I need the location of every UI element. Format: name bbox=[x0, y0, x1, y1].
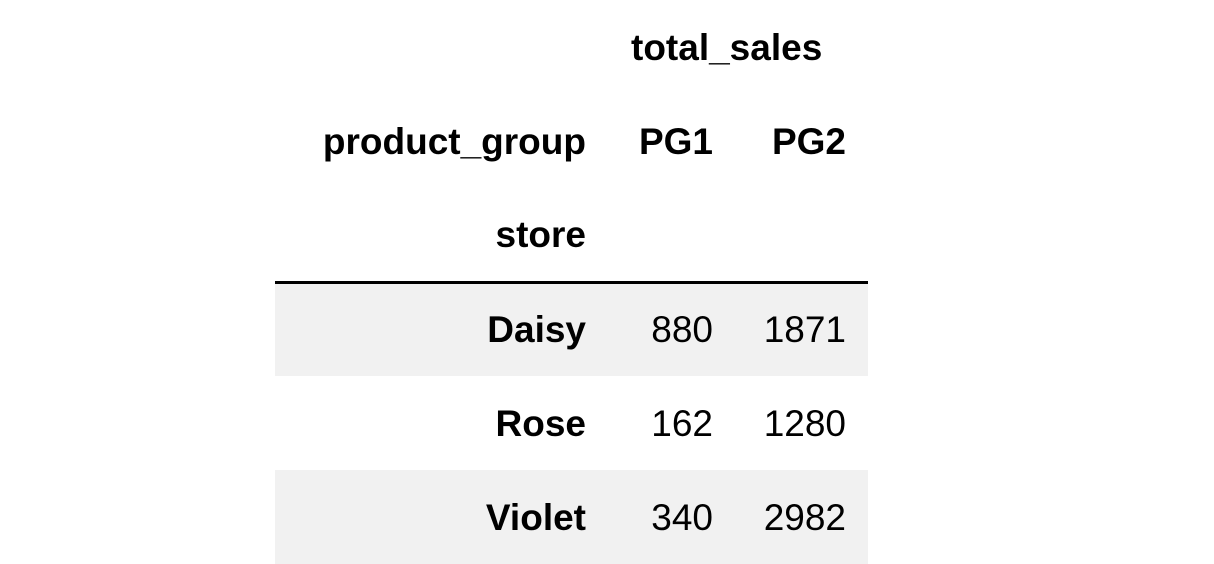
column-header-pg1: PG1 bbox=[638, 120, 713, 162]
table-row: Rose 162 1280 bbox=[275, 376, 868, 470]
table-header: total_sales product_group PG1 PG2 store bbox=[275, 0, 868, 284]
header-row-column-group: total_sales bbox=[275, 0, 868, 94]
row-label: Rose bbox=[275, 376, 588, 470]
table-cell: 1871 bbox=[713, 282, 868, 376]
column-group-header: total_sales bbox=[631, 26, 823, 68]
table-row: Violet 340 2982 bbox=[275, 470, 868, 564]
index-name-header: store bbox=[275, 188, 588, 284]
header-blank-cell bbox=[275, 0, 588, 94]
pivot-table: total_sales product_group PG1 PG2 store … bbox=[275, 0, 868, 564]
table-cell: 340 bbox=[588, 470, 713, 564]
columns-name-header: product_group bbox=[322, 120, 586, 162]
header-row-columns: product_group PG1 PG2 bbox=[275, 94, 868, 188]
header-empty-cell bbox=[713, 188, 868, 284]
table-cell: 2982 bbox=[713, 470, 868, 564]
table-cell: 1280 bbox=[713, 376, 868, 470]
table-cell: 162 bbox=[588, 376, 713, 470]
table-cell: 880 bbox=[588, 282, 713, 376]
table-body: Daisy 880 1871 Rose 162 1280 Violet 340 … bbox=[275, 282, 868, 564]
header-empty-cell bbox=[588, 188, 713, 284]
row-label: Daisy bbox=[275, 282, 588, 376]
row-label: Violet bbox=[275, 470, 588, 564]
header-row-index-name: store bbox=[275, 188, 868, 284]
column-header-pg2: PG2 bbox=[771, 120, 846, 162]
table-row: Daisy 880 1871 bbox=[275, 282, 868, 376]
